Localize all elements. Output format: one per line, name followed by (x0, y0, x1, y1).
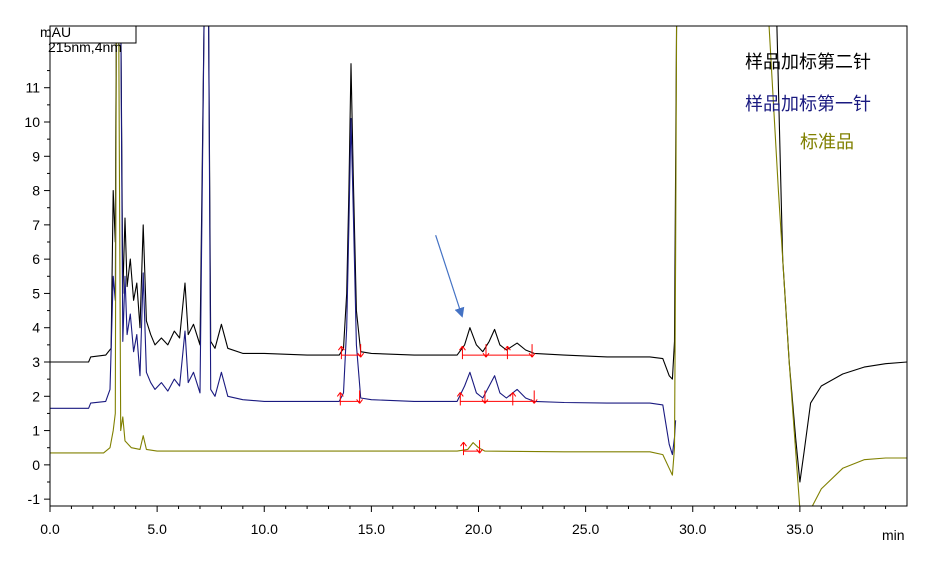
y-tick-label: 6 (32, 251, 40, 267)
y-tick-label: 5 (32, 285, 40, 301)
y-tick-label: -1 (28, 491, 41, 507)
integration-mark (356, 390, 363, 404)
x-unit-label: min (882, 527, 905, 543)
series-line-2 (50, 26, 907, 506)
integration-mark (460, 441, 467, 456)
y-tick-label: 1 (32, 423, 40, 439)
y-tick-label: 4 (32, 320, 40, 336)
legend-label-series-1: 样品加标第一针 (745, 94, 871, 115)
x-tick-label: 15.0 (358, 521, 385, 537)
legend-label-series-2: 样品加标第二针 (745, 52, 871, 73)
integration-mark (357, 344, 365, 358)
integration-mark (482, 344, 490, 358)
x-tick-label: 0.0 (40, 521, 60, 537)
integration-mark (476, 440, 483, 454)
y-tick-label: 10 (24, 114, 40, 130)
y-tick-label: 2 (32, 388, 40, 404)
y-tick-label: 8 (32, 183, 40, 199)
x-tick-label: 25.0 (572, 521, 599, 537)
y-tick-label: 9 (32, 148, 40, 164)
detector-label: 215nm,4nm (48, 39, 122, 55)
x-tick-label: 10.0 (251, 521, 278, 537)
y-tick-label: 3 (32, 354, 40, 370)
integration-mark (456, 392, 464, 406)
y-unit-label: mAU (40, 24, 71, 40)
annotation-arrow-layer (435, 234, 465, 318)
x-tick-label: 5.0 (147, 521, 167, 537)
unit-label-box (49, 25, 137, 44)
integration-mark (481, 390, 489, 404)
y-tick-label: 7 (32, 217, 40, 233)
series-layer (50, 26, 907, 506)
integration-mark (459, 345, 466, 360)
y-tick-label: 0 (32, 457, 40, 473)
y-tick-label: 11 (25, 80, 40, 96)
integration-marks-layer (336, 344, 538, 456)
x-tick-label: 35.0 (786, 521, 813, 537)
integration-mark (530, 390, 538, 404)
integration-mark (504, 345, 511, 360)
legend-label-standard: 标准品 (800, 132, 854, 153)
integration-mark (509, 392, 517, 406)
x-tick-label: 30.0 (679, 521, 706, 537)
integration-mark (528, 344, 536, 358)
annotation-arrow (435, 234, 465, 318)
series-line-1 (50, 26, 677, 456)
integration-mark (336, 392, 344, 406)
axis-layer: 0.0 5.0 10.0 15.0 20.0 25.0 30.0 35.0 -1 0 1 2 3 4 5 6 7… (24, 35, 887, 537)
x-tick-label: 20.0 (465, 521, 492, 537)
integration-mark (337, 345, 345, 360)
series-line-0 (50, 26, 907, 483)
